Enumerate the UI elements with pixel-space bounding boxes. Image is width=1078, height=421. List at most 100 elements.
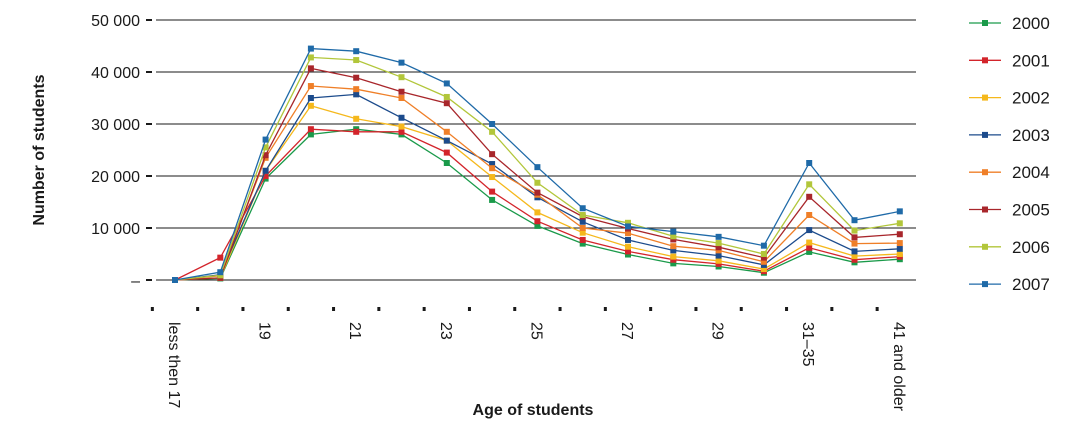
data-point (307, 95, 314, 101)
data-point (534, 209, 541, 216)
legend-swatch-marker (982, 131, 988, 138)
data-point (896, 240, 903, 247)
data-point (398, 59, 405, 66)
data-point (262, 136, 269, 143)
legend-label: 2005 (1012, 201, 1050, 220)
data-point (353, 91, 360, 98)
x-tick-mark (603, 307, 607, 311)
data-point (625, 251, 631, 258)
data-point (443, 137, 450, 144)
x-tick-mark (332, 307, 336, 311)
data-point (217, 254, 224, 261)
data-point (851, 248, 858, 255)
data-point (670, 256, 677, 263)
data-point (489, 128, 496, 135)
x-tick-label: 23 (437, 322, 454, 340)
data-point (896, 220, 903, 227)
data-point (307, 45, 314, 52)
data-point (534, 179, 541, 186)
data-point (489, 121, 496, 127)
data-point (579, 212, 586, 218)
data-point (806, 212, 813, 218)
x-tick-mark (739, 307, 743, 311)
y-axis-title: Number of students (31, 74, 48, 225)
x-tick-mark (150, 307, 154, 311)
data-point (896, 245, 903, 252)
series-2003 (172, 91, 903, 283)
data-point (217, 272, 224, 279)
data-point (670, 253, 677, 260)
legend-swatch-marker (982, 20, 988, 26)
data-point (489, 188, 496, 195)
x-tick-mark (286, 307, 290, 311)
data-point (489, 151, 496, 158)
data-point (353, 48, 360, 55)
legend-label: 2000 (1012, 14, 1050, 33)
data-point (398, 128, 405, 135)
data-point (307, 54, 314, 61)
data-point (625, 248, 631, 255)
data-point (896, 251, 903, 257)
data-point (715, 240, 722, 247)
x-tick-label: less then 17 (165, 322, 182, 408)
x-tick-mark (377, 307, 381, 311)
y-tick-label: 40 000 (91, 65, 140, 82)
data-point (625, 223, 631, 230)
gridlines (156, 19, 916, 229)
x-tick-mark (558, 307, 562, 311)
data-point (806, 239, 813, 246)
legend-swatch-marker (982, 169, 988, 176)
data-point (760, 242, 767, 249)
series-2000 (172, 126, 903, 283)
legend-label: 2004 (1012, 163, 1050, 182)
data-point (806, 193, 813, 200)
data-point (625, 219, 631, 226)
legend-item-2007: 2007 (969, 275, 1050, 294)
y-tick-label: 50 000 (91, 13, 140, 30)
data-point (353, 86, 360, 93)
data-point (670, 228, 677, 235)
data-point (715, 247, 722, 254)
legend-label: 2002 (1012, 89, 1050, 108)
data-point (579, 240, 586, 247)
legend-swatch-marker (982, 57, 988, 64)
data-point (489, 165, 496, 172)
legend: 2000 2001 2002 2003 2004 2005 2006 2007 (969, 14, 1050, 294)
series-2005 (172, 65, 903, 283)
data-point (806, 181, 813, 188)
data-point (443, 93, 450, 100)
legend-swatch-marker (982, 206, 988, 213)
data-point (262, 167, 269, 174)
x-tick-mark (241, 307, 245, 311)
x-axis-title: Age of students (473, 402, 594, 419)
series-line (174, 67, 900, 281)
data-point (489, 196, 496, 203)
legend-item-2003: 2003 (969, 126, 1050, 145)
data-point (353, 74, 360, 81)
data-point (579, 225, 586, 231)
legend-label: 2007 (1012, 275, 1050, 294)
data-point (489, 174, 496, 181)
data-point (307, 102, 314, 109)
data-point (353, 57, 360, 64)
data-point (851, 253, 858, 260)
legend-item-2000: 2000 (969, 14, 1050, 33)
x-tick-label: 19 (256, 322, 273, 340)
data-point (443, 80, 450, 87)
legend-swatch-marker (982, 281, 988, 288)
series-line (174, 128, 900, 281)
data-point (398, 114, 405, 121)
data-point (851, 227, 858, 234)
data-point (806, 160, 813, 166)
x-tick-mark (694, 307, 698, 311)
data-point (579, 229, 586, 236)
data-point (443, 100, 450, 107)
data-point (715, 244, 722, 251)
series-2007 (172, 45, 903, 283)
data-point (534, 164, 541, 171)
data-point (443, 160, 450, 166)
data-point (760, 258, 767, 265)
data-point (715, 260, 722, 267)
data-point (217, 269, 224, 276)
x-tick-mark (785, 307, 789, 311)
